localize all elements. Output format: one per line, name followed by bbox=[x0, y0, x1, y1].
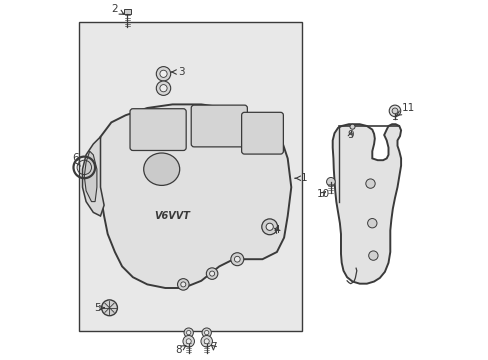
FancyBboxPatch shape bbox=[130, 109, 186, 150]
Circle shape bbox=[183, 336, 194, 347]
Circle shape bbox=[349, 124, 354, 129]
Circle shape bbox=[102, 300, 117, 316]
Text: 11: 11 bbox=[396, 103, 414, 116]
Circle shape bbox=[367, 219, 376, 228]
Circle shape bbox=[177, 279, 189, 290]
Circle shape bbox=[183, 328, 193, 337]
FancyBboxPatch shape bbox=[241, 112, 283, 154]
Text: 9: 9 bbox=[346, 130, 353, 140]
Circle shape bbox=[209, 271, 214, 276]
Polygon shape bbox=[332, 124, 400, 284]
Circle shape bbox=[156, 81, 170, 95]
Circle shape bbox=[206, 268, 218, 279]
Circle shape bbox=[326, 177, 335, 186]
Circle shape bbox=[261, 219, 277, 235]
Text: 3: 3 bbox=[171, 67, 184, 77]
Circle shape bbox=[368, 251, 377, 260]
Circle shape bbox=[156, 67, 170, 81]
FancyBboxPatch shape bbox=[123, 9, 131, 14]
Circle shape bbox=[201, 336, 212, 347]
Text: 7: 7 bbox=[210, 342, 217, 352]
Polygon shape bbox=[82, 137, 104, 216]
Bar bbox=[79, 22, 302, 331]
Circle shape bbox=[204, 339, 209, 344]
Circle shape bbox=[388, 105, 400, 117]
Polygon shape bbox=[97, 104, 291, 288]
Text: V6VVT: V6VVT bbox=[154, 211, 190, 221]
Circle shape bbox=[181, 282, 185, 287]
Circle shape bbox=[230, 253, 244, 266]
Circle shape bbox=[160, 70, 167, 77]
Circle shape bbox=[202, 328, 211, 337]
Text: 8: 8 bbox=[175, 345, 185, 355]
Circle shape bbox=[365, 179, 374, 188]
Text: 4: 4 bbox=[273, 225, 280, 235]
Text: 6: 6 bbox=[72, 153, 80, 166]
Circle shape bbox=[265, 223, 273, 230]
Ellipse shape bbox=[143, 153, 179, 185]
Circle shape bbox=[391, 108, 397, 114]
Circle shape bbox=[186, 339, 191, 344]
Text: 10: 10 bbox=[316, 189, 329, 199]
Circle shape bbox=[160, 85, 167, 92]
Polygon shape bbox=[84, 151, 97, 202]
Circle shape bbox=[204, 330, 208, 335]
FancyBboxPatch shape bbox=[191, 105, 247, 147]
Circle shape bbox=[186, 330, 190, 335]
Circle shape bbox=[234, 256, 240, 262]
Text: 2: 2 bbox=[111, 4, 124, 14]
Text: 5: 5 bbox=[95, 303, 104, 313]
Text: 1: 1 bbox=[294, 173, 306, 183]
